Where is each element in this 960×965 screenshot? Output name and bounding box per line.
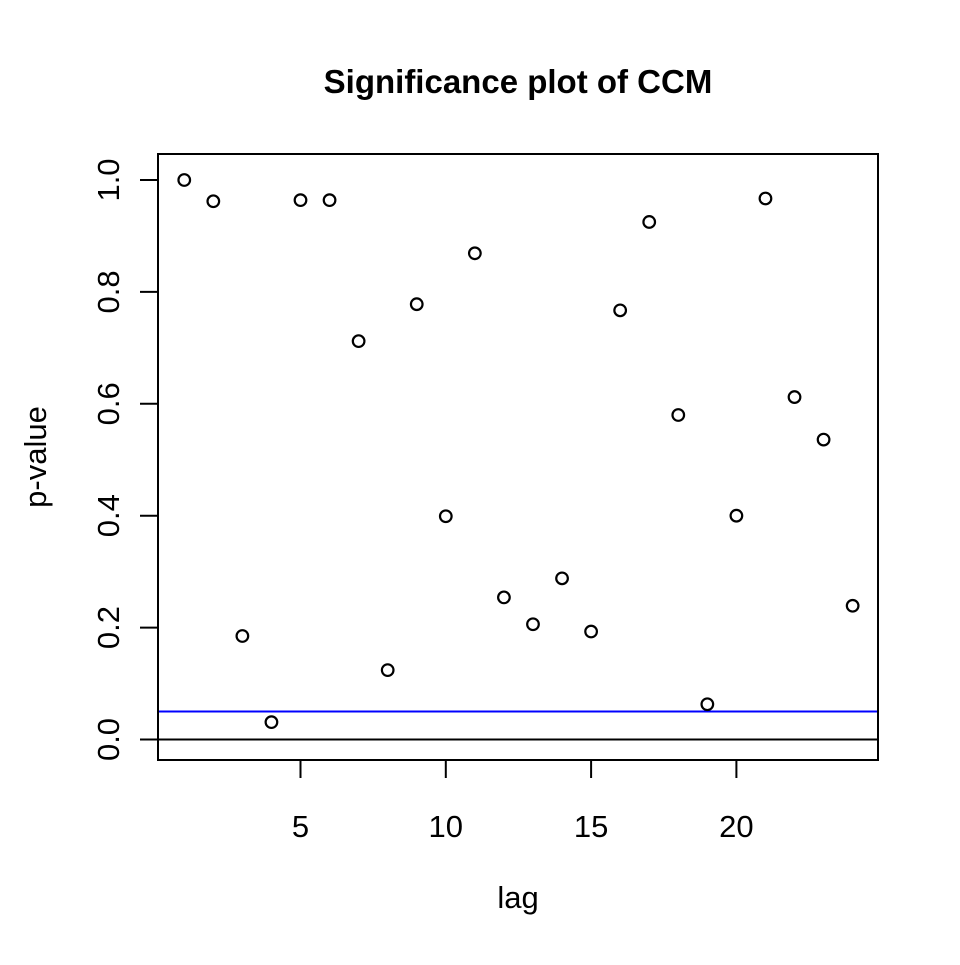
y-tick-label: 0.8 (91, 270, 126, 313)
data-point (467, 246, 482, 261)
x-axis-label: lag (497, 880, 538, 915)
x-tick-label: 15 (574, 809, 608, 844)
data-point (206, 194, 221, 209)
data-point (584, 624, 598, 639)
y-tick-label: 0.2 (91, 606, 126, 649)
data-point (845, 598, 860, 613)
data-point (671, 408, 686, 422)
plot-border-box (157, 153, 879, 761)
data-point (351, 334, 366, 349)
x-tick-label: 20 (719, 809, 753, 844)
data-point (787, 390, 802, 404)
data-point (758, 191, 773, 206)
y-axis-label: p-value (18, 406, 53, 508)
chart-title: Significance plot of CCM (324, 63, 713, 100)
x-tick-label: 5 (292, 809, 309, 844)
scatter-points (177, 173, 860, 730)
data-point (438, 509, 453, 524)
y-tick-label: 0.4 (91, 494, 126, 537)
data-point (497, 590, 511, 605)
data-point (816, 432, 831, 447)
data-point (409, 297, 424, 312)
data-point (729, 508, 744, 523)
data-point (177, 173, 192, 187)
data-point (264, 715, 279, 730)
data-point (526, 617, 540, 632)
data-point (613, 303, 628, 318)
data-point (293, 193, 308, 208)
y-tick-label: 1.0 (91, 158, 126, 201)
y-axis: 0.0 0.2 0.4 0.6 0.8 1.0 (91, 158, 158, 761)
data-point (380, 663, 395, 678)
y-tick-label: 0.6 (91, 382, 126, 425)
x-axis: 5 10 15 20 (292, 760, 754, 844)
data-point (700, 697, 715, 712)
data-point (322, 193, 337, 208)
data-point (555, 571, 569, 586)
data-point (235, 629, 250, 643)
x-tick-label: 10 (429, 809, 463, 844)
reference-lines (158, 710, 878, 741)
data-point (642, 215, 657, 229)
y-tick-label: 0.0 (91, 718, 126, 761)
